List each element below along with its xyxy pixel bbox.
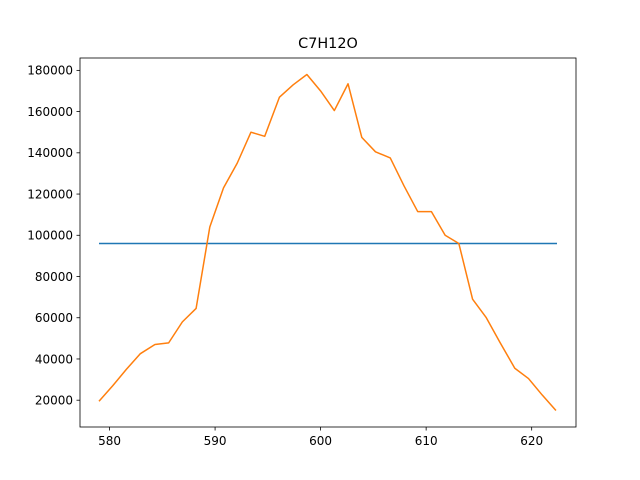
x-axis-ticks: 580 590 600 610 620 bbox=[98, 427, 543, 448]
plot-frame bbox=[79, 57, 577, 428]
chart-title: C7H12O bbox=[298, 36, 358, 52]
axes-layer bbox=[79, 57, 577, 428]
y-tick-label: 100000 bbox=[27, 229, 73, 243]
x-tick-label: 610 bbox=[415, 434, 438, 448]
y-tick-label: 40000 bbox=[35, 352, 73, 366]
x-tick-label: 580 bbox=[98, 434, 121, 448]
x-tick-label: 600 bbox=[309, 434, 332, 448]
x-tick-label: 590 bbox=[204, 434, 227, 448]
y-tick-label: 140000 bbox=[27, 146, 73, 160]
y-tick-label: 20000 bbox=[35, 394, 73, 408]
x-tick-label: 620 bbox=[520, 434, 543, 448]
y-tick-label: 80000 bbox=[35, 270, 73, 284]
series-line-2 bbox=[98, 73, 557, 412]
y-axis-ticks: 20000 40000 60000 80000 100000 120000 140000 16… bbox=[27, 64, 80, 408]
y-tick-label: 60000 bbox=[35, 311, 73, 325]
y-tick-label: 180000 bbox=[27, 64, 73, 78]
y-tick-label: 120000 bbox=[27, 187, 73, 201]
y-tick-label: 160000 bbox=[27, 105, 73, 119]
series-layer bbox=[98, 73, 557, 412]
